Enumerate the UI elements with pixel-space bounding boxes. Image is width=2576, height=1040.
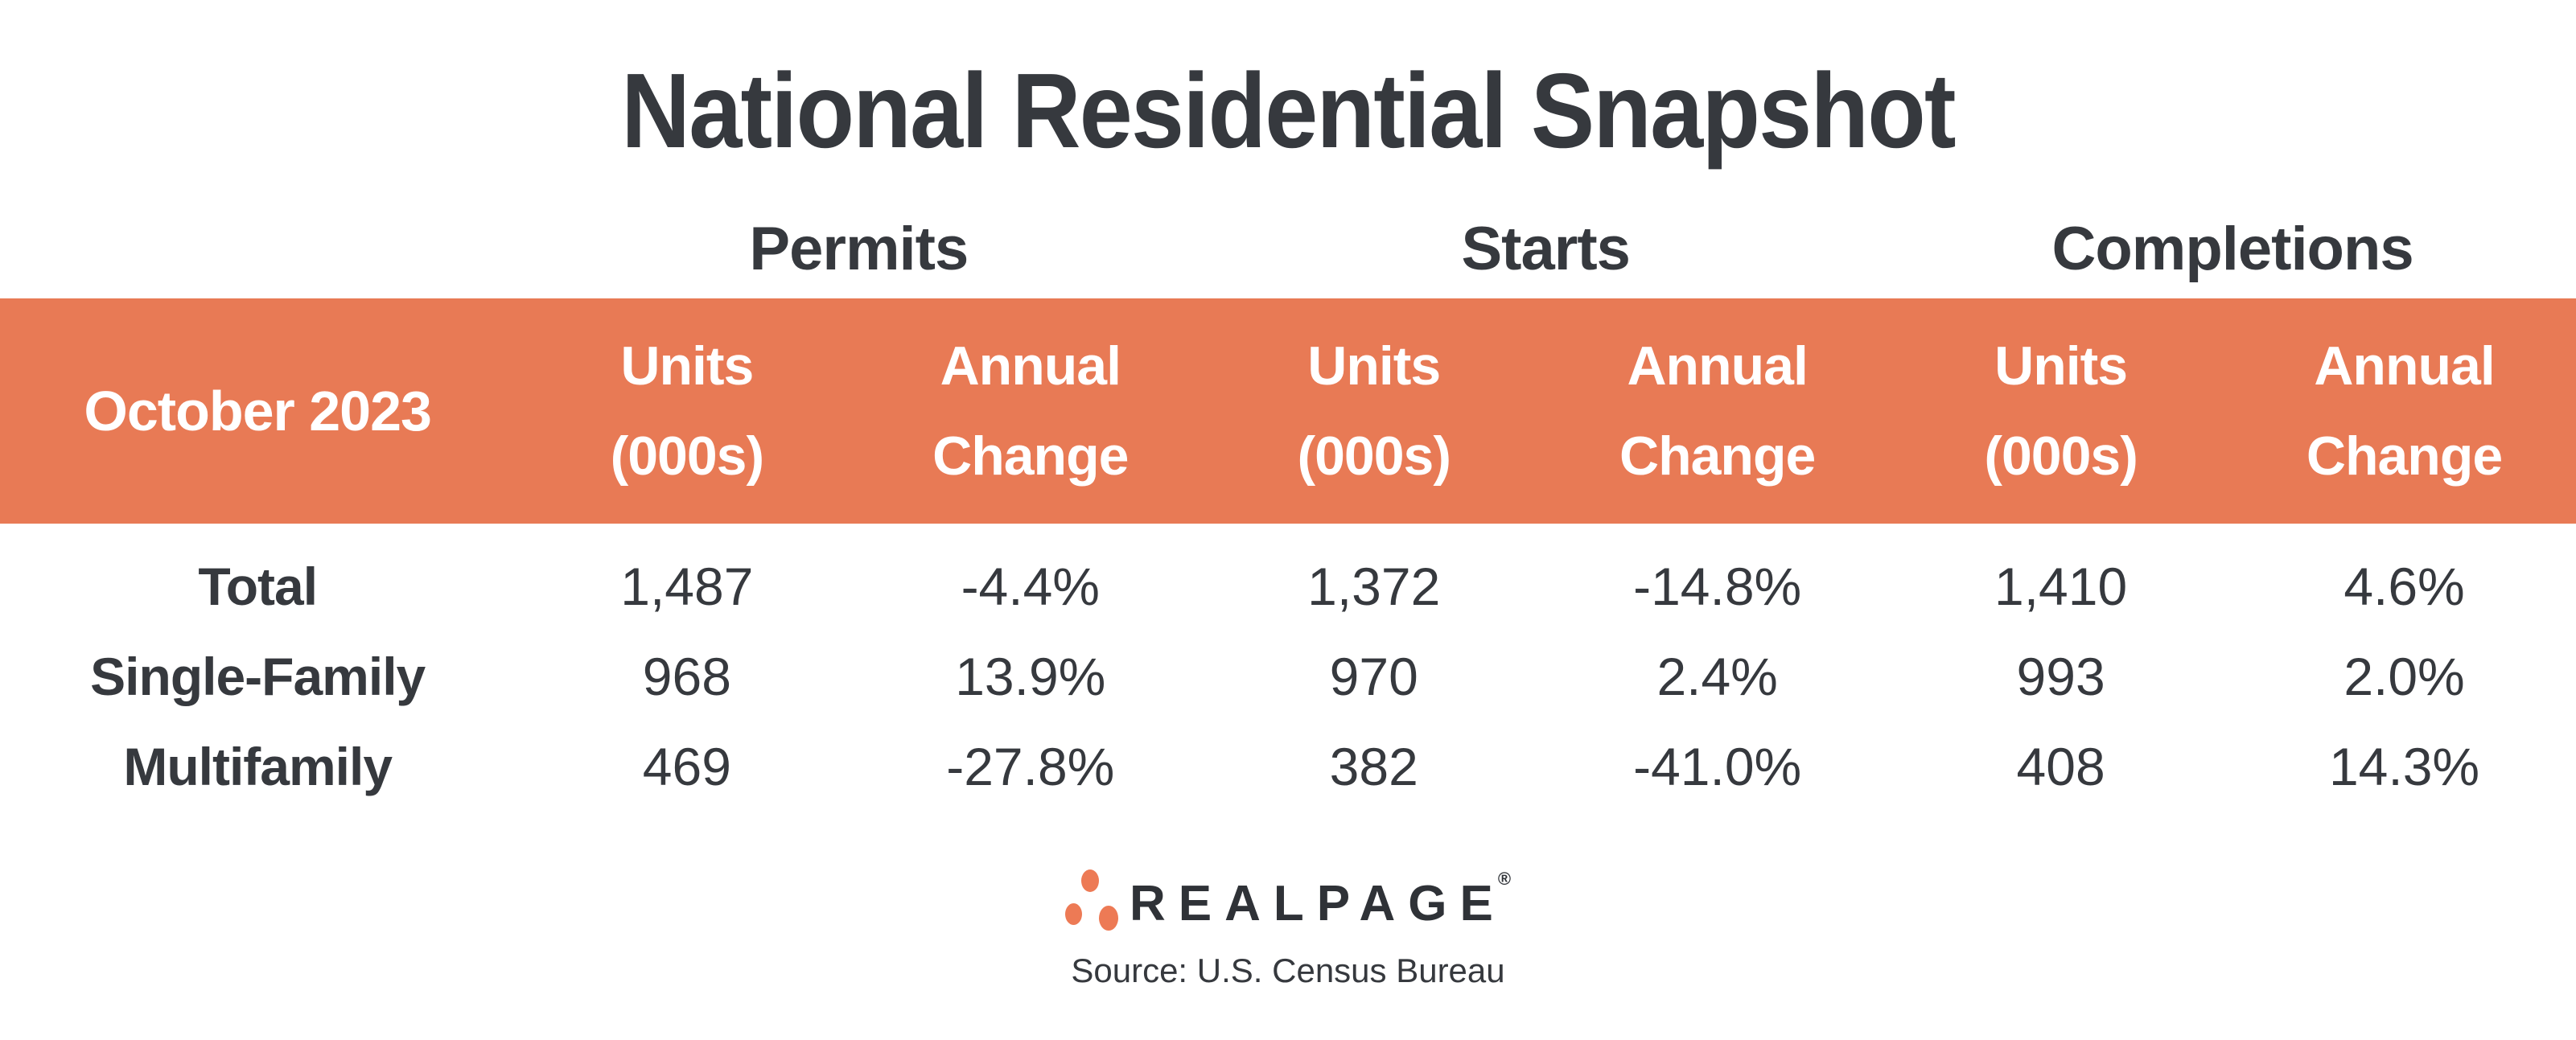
table-body: Total 1,487 -4.4% 1,372 -14.8% 1,410 4.6… [0,541,2576,812]
cell-value: 1,372 [1307,557,1441,616]
table-row-total: Total 1,487 -4.4% 1,372 -14.8% 1,410 4.6… [0,541,2576,631]
source-note: Source: U.S. Census Bureau [1071,952,1505,989]
cell-value: -14.8% [1633,557,1802,616]
table-row-multifamily: Multifamily 469 -27.8% 382 -41.0% 408 14… [0,721,2576,812]
col-header-permits-annual: Annual Change [932,335,1129,487]
cell-value: 1,487 [620,557,754,616]
cell-value: 13.9% [955,647,1106,706]
period-label: October 2023 [84,380,432,442]
cell-value: 968 [642,647,731,706]
cell-value: -4.4% [961,557,1100,616]
cell-value: 14.3% [2328,737,2480,796]
cell-value: 4.6% [2344,557,2465,616]
row-label: Single-Family [90,647,426,706]
page-title: National Residential Snapshot [621,51,1956,170]
realpage-dots-icon [1064,869,1120,931]
cell-value: 408 [2016,737,2105,796]
cell-value: -27.8% [946,737,1115,796]
cell-value: 1,410 [1994,557,2128,616]
col-header-completions-annual: Annual Change [2306,335,2503,487]
column-group-label-completions: Completions [2051,215,2413,283]
realpage-wordmark: REALPAGE® [1129,868,1512,931]
row-label: Multifamily [123,737,393,796]
column-group-header-row: Permits Starts Completions [0,181,2576,298]
realpage-logo: REALPAGE® [0,868,2576,932]
col-header-starts-units: Units (000s) [1297,335,1451,487]
cell-value: 970 [1329,647,1418,706]
table-header-row: October 2023 Units (000s) Annual Change … [0,298,2576,524]
col-header-starts-annual: Annual Change [1619,335,1816,487]
cell-value: -41.0% [1633,737,1802,796]
col-header-completions-units: Units (000s) [1984,335,2138,487]
cell-value: 382 [1329,737,1418,796]
cell-value: 2.0% [2344,647,2465,706]
table-row-single-family: Single-Family 968 13.9% 970 2.4% 993 2.0… [0,631,2576,721]
registered-trademark-symbol: ® [1497,868,1512,889]
cell-value: 993 [2016,647,2105,706]
column-group-label-permits: Permits [749,215,969,283]
col-header-permits-units: Units (000s) [610,335,765,487]
row-label: Total [198,557,318,616]
cell-value: 469 [642,737,731,796]
cell-value: 2.4% [1656,647,1778,706]
column-group-label-starts: Starts [1461,215,1630,283]
